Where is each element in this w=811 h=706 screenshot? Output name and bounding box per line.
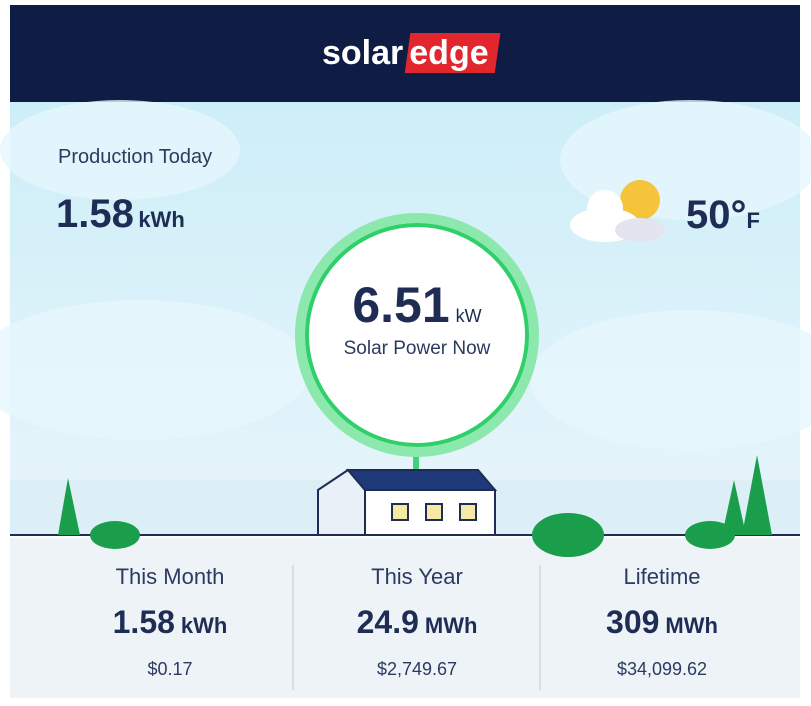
temperature: 50°F [686,193,760,238]
power-now: 6.51 kW Solar Power Now [317,276,517,360]
power-value: 6.51 [352,277,449,333]
production-value: 1.58 kWh [56,192,185,237]
app-screen: solaredge Production Today 1.58 kWh 50°F… [0,0,811,706]
logo-solar: solar [322,34,403,72]
stat-label: Lifetime [532,564,792,590]
value: 1.58 [56,192,134,236]
stat-value: 24.9 [357,604,419,640]
stat-label: This Year [287,564,547,590]
power-label: Solar Power Now [317,338,517,360]
temp-value: 50° [686,193,747,237]
stat-value: 309 [606,604,659,640]
stat-unit: kWh [181,613,227,638]
stat-money: $0.17 [40,659,300,680]
temp-unit: F [747,208,760,233]
unit: kWh [138,207,184,232]
stat-money: $34,099.62 [532,659,792,680]
stat-value: 1.58 [113,604,175,640]
logo-edge: edge [409,34,488,72]
stat-label: This Month [40,564,300,590]
house-icon [318,470,495,535]
stat-money: $2,749.67 [287,659,547,680]
stat-unit: MWh [425,613,478,638]
production-label: Production Today [58,146,212,169]
stat-unit: MWh [665,613,718,638]
power-unit: kW [456,306,482,326]
